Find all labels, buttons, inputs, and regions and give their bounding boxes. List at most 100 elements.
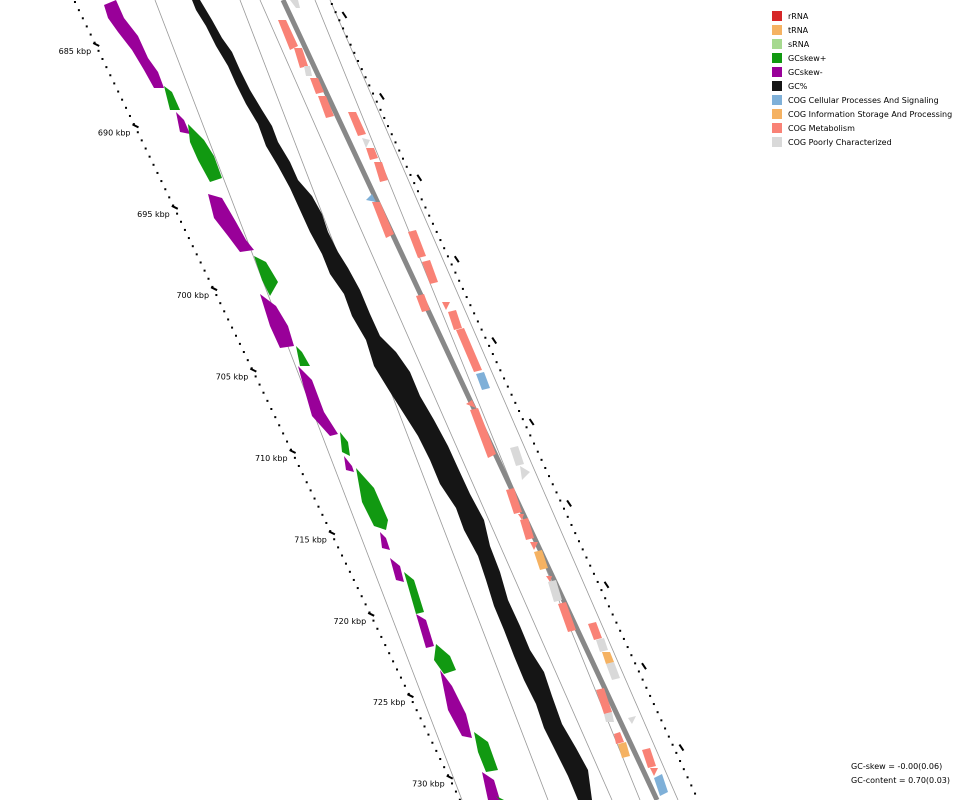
cog-feature	[506, 488, 522, 514]
outer-minor-tick	[473, 312, 476, 315]
axis-minor-tick	[439, 758, 442, 761]
axis-tick-label: 710 kbp	[255, 454, 288, 463]
axis-minor-tick	[380, 635, 383, 638]
axis-minor-tick	[136, 131, 139, 134]
outer-major-tick	[528, 418, 535, 426]
gc-skew-segment-negative	[380, 532, 390, 550]
cog-feature	[618, 742, 630, 758]
outer-minor-tick	[420, 198, 423, 201]
outer-minor-tick	[562, 507, 565, 510]
gc-skew-segment-positive	[254, 256, 278, 296]
outer-minor-tick	[566, 515, 569, 518]
axis-minor-tick	[317, 505, 320, 508]
cog-feature	[476, 372, 490, 390]
cog-feature	[366, 194, 376, 202]
outer-minor-tick	[458, 279, 461, 282]
cog-feature	[442, 302, 450, 310]
gc-skew-track	[104, 0, 504, 800]
legend-swatch	[772, 53, 782, 63]
axis-minor-tick	[238, 342, 241, 345]
axis-minor-tick	[262, 391, 265, 394]
axis-minor-tick	[176, 212, 179, 215]
axis-major-tick	[132, 123, 139, 129]
outer-minor-tick	[682, 768, 685, 771]
cog-feature	[408, 230, 426, 258]
axis-major-tick	[210, 286, 218, 292]
legend-item: COG Poorly Characterized	[772, 135, 952, 149]
cog-feature	[416, 294, 430, 312]
legend-swatch	[772, 67, 782, 77]
outer-minor-tick	[600, 589, 603, 592]
axis-minor-tick	[109, 74, 112, 77]
outer-minor-tick	[577, 540, 580, 543]
axis-minor-tick	[364, 603, 367, 606]
outer-minor-tick	[349, 43, 352, 46]
cog-feature	[548, 580, 562, 602]
cog-feature	[642, 748, 656, 768]
axis-minor-tick	[97, 49, 100, 52]
outer-minor-tick	[357, 59, 360, 62]
outer-minor-tick	[645, 686, 648, 689]
outer-minor-tick	[435, 230, 438, 233]
axis-minor-tick	[81, 17, 84, 20]
cog-feature	[366, 148, 378, 160]
outer-minor-tick	[536, 450, 539, 453]
axis-minor-tick	[443, 766, 446, 769]
axis-minor-tick	[223, 310, 226, 313]
outer-minor-tick	[649, 694, 652, 697]
cog-feature	[534, 550, 548, 570]
cog-feature	[470, 408, 496, 458]
axis-minor-tick	[344, 562, 347, 565]
cog-feature-track	[278, 0, 668, 796]
kbp-axis-labels: 685 kbp 690 kbp 695 kbp 700 kbp 705 kbp 710 k…	[59, 47, 445, 789]
outer-minor-tick	[465, 296, 468, 299]
outer-minor-tick	[589, 564, 592, 567]
cog-feature	[348, 112, 366, 136]
axis-minor-tick	[117, 90, 120, 93]
gc-skew-segment-negative	[298, 366, 338, 436]
outer-minor-tick	[540, 458, 543, 461]
legend: rRNA tRNA sRNA GCskew+ GCskew- GC% COG Cellula…	[772, 9, 952, 149]
legend-swatch	[772, 25, 782, 35]
outer-major-tick	[453, 255, 460, 263]
outer-minor-tick	[383, 116, 386, 119]
outer-major-tick	[603, 581, 610, 589]
axis-minor-tick	[427, 733, 430, 736]
ring-lines	[154, 0, 679, 800]
outer-minor-tick	[604, 597, 607, 600]
cog-feature	[650, 768, 658, 776]
axis-minor-tick	[270, 408, 273, 410]
outer-minor-tick	[581, 548, 584, 551]
cog-feature	[546, 576, 552, 582]
outer-minor-tick	[660, 719, 663, 722]
ring-line-cog-outer	[329, 0, 679, 800]
gc-skew-segment-negative	[440, 670, 472, 738]
axis-minor-tick	[128, 114, 131, 117]
outer-minor-tick	[521, 418, 524, 421]
outer-minor-tick	[443, 247, 446, 250]
cog-feature	[456, 328, 482, 372]
axis-minor-tick	[278, 424, 281, 427]
outer-major-tick	[641, 662, 647, 670]
legend-swatch	[772, 95, 782, 105]
axis-minor-tick	[325, 521, 328, 524]
outer-minor-tick	[548, 475, 551, 478]
outer-major-tick	[341, 11, 348, 19]
outer-minor-tick	[387, 125, 390, 128]
axis-tick-label: 685 kbp	[59, 47, 92, 56]
outer-minor-tick	[615, 621, 618, 624]
axis-tick-label: 730 kbp	[412, 780, 445, 789]
gc-skew-segment-negative	[176, 112, 190, 134]
axis-minor-tick	[388, 652, 391, 655]
gc-skew-segment-positive	[404, 572, 424, 614]
axis-minor-tick	[419, 717, 422, 720]
axis-major-tick	[289, 449, 297, 454]
axis-minor-tick	[180, 220, 183, 223]
axis-minor-tick	[125, 106, 128, 109]
gc-skew-segment-negative	[344, 456, 354, 472]
outer-minor-tick	[330, 3, 333, 5]
axis-minor-tick	[113, 82, 116, 85]
outer-minor-tick	[338, 19, 341, 22]
axis-minor-tick	[144, 147, 147, 150]
